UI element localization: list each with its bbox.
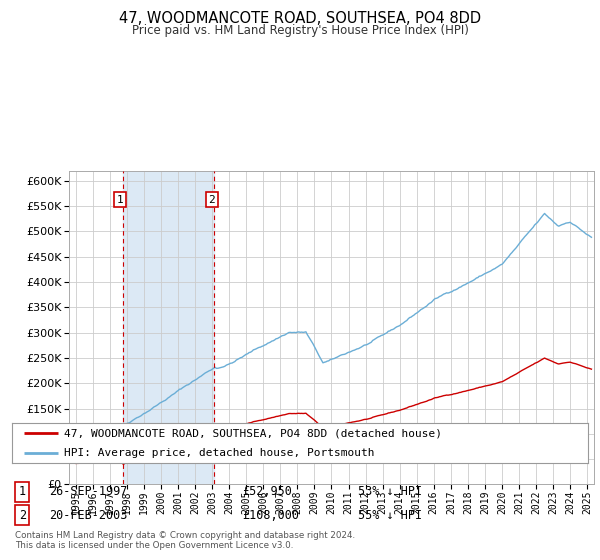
- Text: 26-SEP-1997: 26-SEP-1997: [49, 486, 128, 498]
- Text: 47, WOODMANCOTE ROAD, SOUTHSEA, PO4 8DD (detached house): 47, WOODMANCOTE ROAD, SOUTHSEA, PO4 8DD …: [64, 428, 442, 438]
- Text: £108,000: £108,000: [242, 508, 299, 521]
- Text: Price paid vs. HM Land Registry's House Price Index (HPI): Price paid vs. HM Land Registry's House …: [131, 24, 469, 36]
- Text: 53% ↓ HPI: 53% ↓ HPI: [358, 486, 422, 498]
- Text: 2: 2: [208, 195, 215, 204]
- Bar: [122, 171, 214, 484]
- Text: Contains HM Land Registry data © Crown copyright and database right 2024.
This d: Contains HM Land Registry data © Crown c…: [15, 531, 355, 550]
- Text: HPI: Average price, detached house, Portsmouth: HPI: Average price, detached house, Port…: [64, 448, 374, 458]
- Text: £52,950: £52,950: [242, 486, 292, 498]
- Text: 2: 2: [19, 508, 26, 521]
- Text: 55% ↓ HPI: 55% ↓ HPI: [358, 508, 422, 521]
- Text: 47, WOODMANCOTE ROAD, SOUTHSEA, PO4 8DD: 47, WOODMANCOTE ROAD, SOUTHSEA, PO4 8DD: [119, 11, 481, 26]
- Text: 1: 1: [116, 195, 124, 204]
- Text: 1: 1: [19, 486, 26, 498]
- Text: 20-FEB-2003: 20-FEB-2003: [49, 508, 128, 521]
